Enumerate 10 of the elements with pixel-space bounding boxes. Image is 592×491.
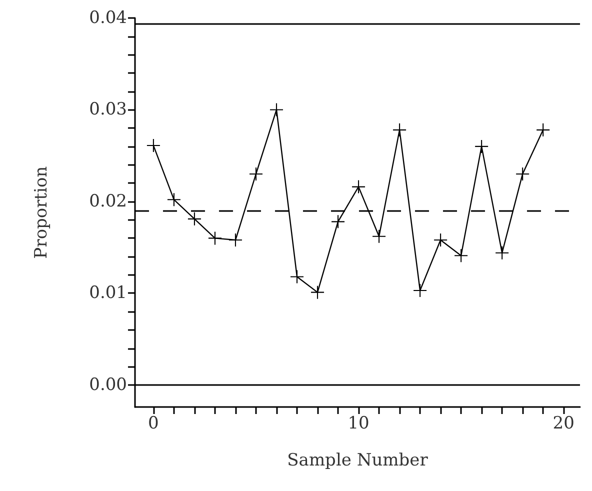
y-tick-label: 0.03: [89, 100, 127, 120]
x-axis-title: Sample Number: [287, 450, 429, 470]
y-tick-label: 0.04: [89, 8, 127, 28]
y-tick-label: 0.02: [89, 191, 127, 212]
x-tick-label: 10: [348, 414, 370, 434]
x-tick-label: 20: [552, 414, 574, 434]
y-tick-label: 0.00: [89, 374, 127, 395]
y-axis-title: Proportion: [32, 166, 52, 259]
y-tick-label: 0.01: [89, 283, 127, 304]
x-tick-label: 0: [148, 414, 159, 434]
